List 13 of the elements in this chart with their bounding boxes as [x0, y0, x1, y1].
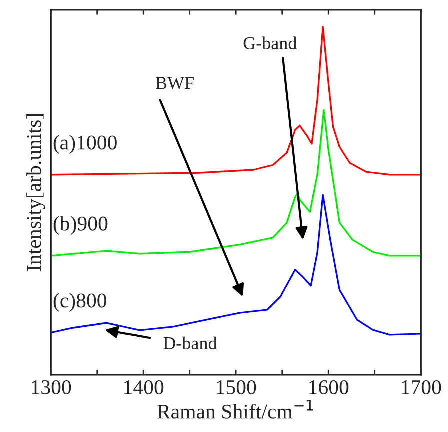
- x-tick-label: 1400: [124, 380, 164, 394]
- series-label: (c)800: [54, 293, 106, 312]
- annotation: D-band: [164, 336, 218, 350]
- series-label: (a)1000: [54, 135, 117, 154]
- annotation: BWF: [156, 77, 194, 90]
- y-axis-title: Intensity[arb.units]: [26, 114, 46, 272]
- x-tick-label: 1600: [310, 380, 349, 394]
- x-tick-label: 1500: [217, 380, 256, 394]
- annotation: G-band: [244, 36, 297, 50]
- series-label: (b)900: [54, 216, 108, 236]
- x-tick-label: 1300: [32, 380, 72, 394]
- x-tick-label: 1700: [402, 380, 442, 394]
- x-axis-title: Raman Shift/cm$^{−1}$: [158, 400, 314, 419]
